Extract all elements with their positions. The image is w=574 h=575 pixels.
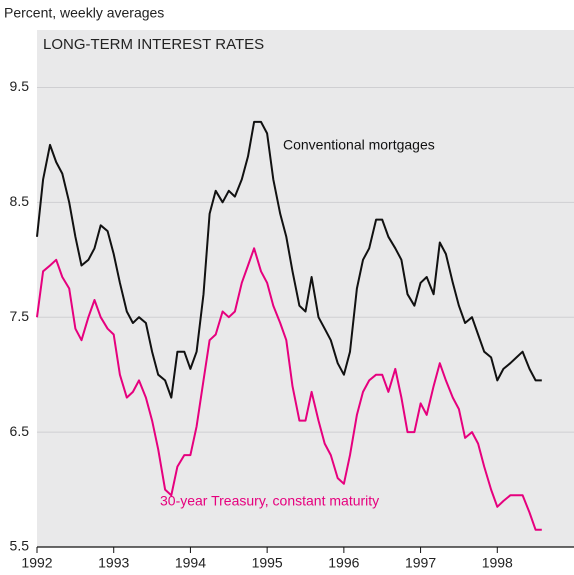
- x-tick-label: 1997: [405, 555, 436, 571]
- x-tick-label: 1993: [98, 555, 129, 571]
- y-tick-label: 6.5: [10, 423, 30, 439]
- y-tick-label: 8.5: [10, 193, 30, 209]
- y-tick-label: 7.5: [10, 308, 30, 324]
- chart-title: LONG-TERM INTEREST RATES: [43, 36, 264, 53]
- x-tick-label: 1998: [482, 555, 513, 571]
- series-line: [36, 120, 542, 399]
- x-tick-label: 1996: [328, 555, 359, 571]
- y-tick-label: 9.5: [10, 78, 30, 94]
- x-tick-label: 1994: [175, 555, 206, 571]
- series-line: [36, 247, 542, 531]
- x-tick-label: 1992: [21, 555, 52, 571]
- plot-area: [37, 30, 574, 547]
- x-tick-label: 1995: [252, 555, 283, 571]
- y-tick-label: 5.5: [10, 538, 30, 554]
- y-axis-label: Percent, weekly averages: [4, 5, 164, 21]
- series-label: 30-year Treasury, constant maturity: [160, 493, 379, 509]
- series-label: Conventional mortgages: [283, 137, 435, 153]
